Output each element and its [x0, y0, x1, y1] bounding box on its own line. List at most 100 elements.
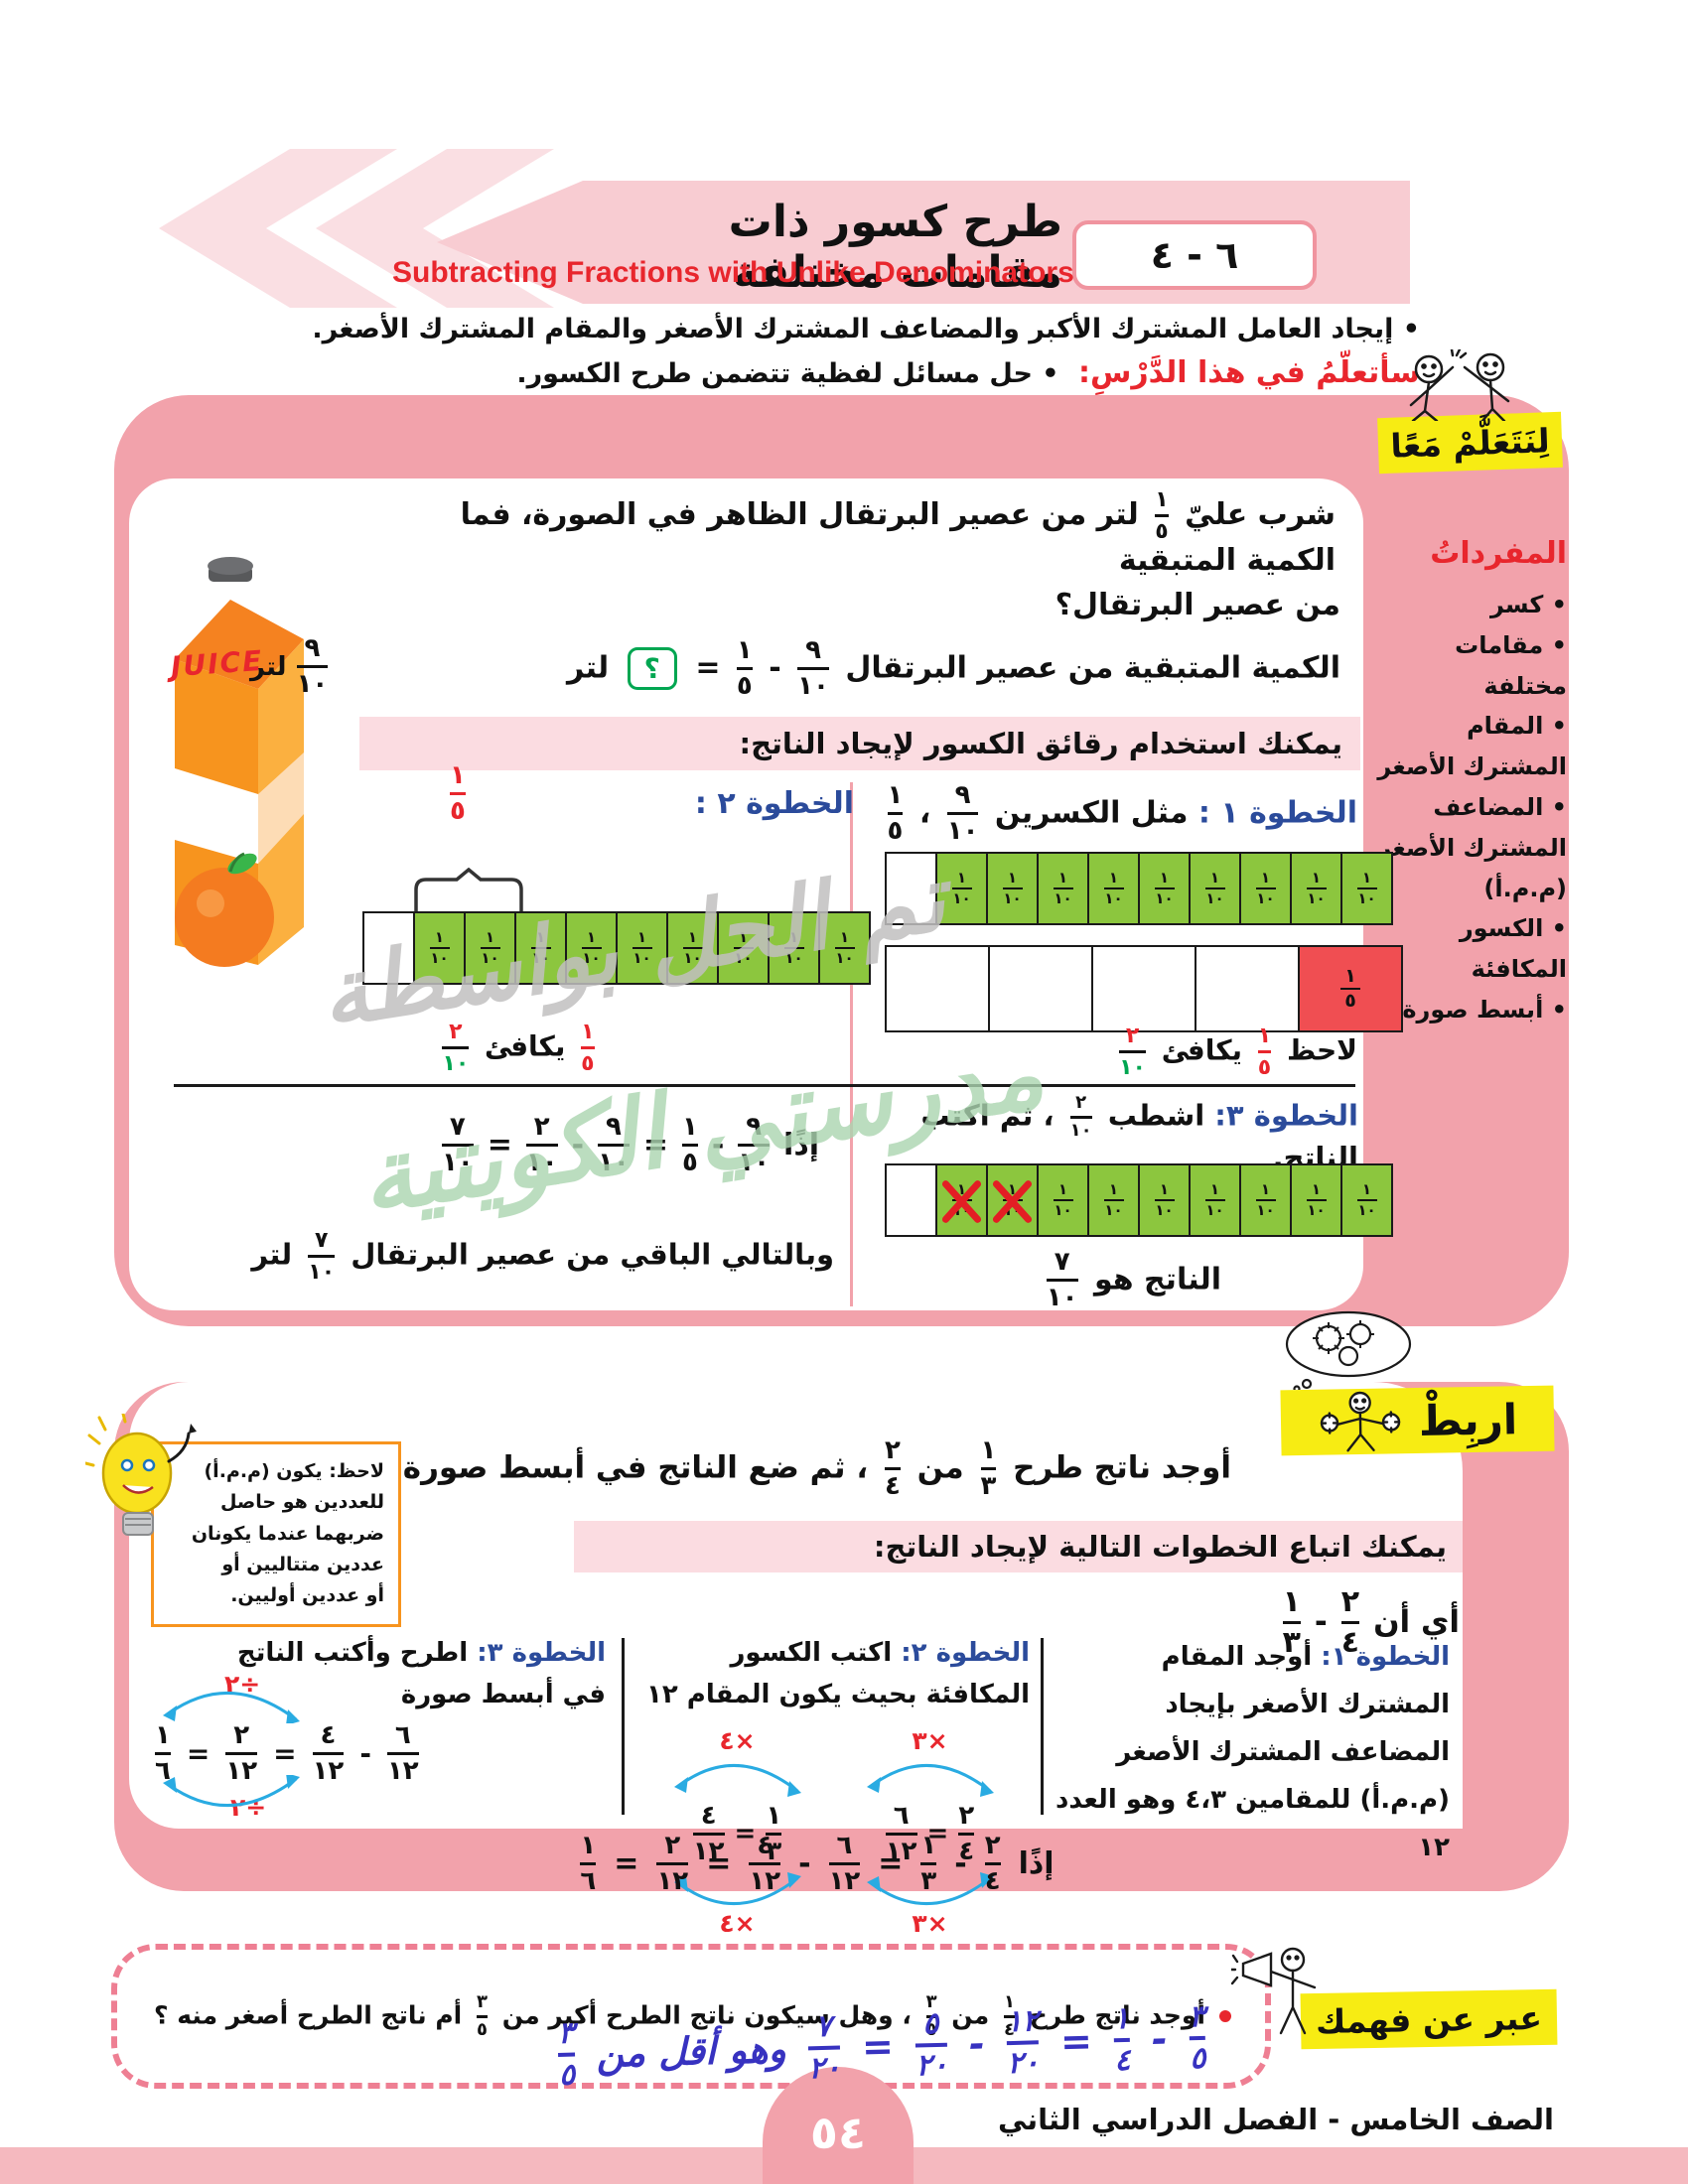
strip-cell-empty: [362, 911, 415, 985]
strip-cell-tenth: ١ ١٠: [666, 911, 719, 985]
highfive-stick-figures-icon: [1409, 349, 1510, 421]
strip-cell-empty: [885, 945, 990, 1032]
page-number: ٥٤: [809, 2106, 867, 2159]
strip-cell-tenth: ١ ١٠: [935, 852, 988, 925]
step2-heading: الخطوة ٢ :: [694, 786, 854, 821]
strip-cell-tenth: ١ ١٠: [565, 911, 618, 985]
vocab-item: • أبسط صورة: [1402, 995, 1567, 1024]
lightbulb-mascot-icon: [85, 1414, 197, 1536]
strip-cell-empty: [885, 1163, 937, 1237]
gear-juggler-stick-figure-icon: [1320, 1391, 1401, 1452]
strip-cell-tenth: ١ ١٠: [1037, 852, 1089, 925]
juice-carton-illustration: [175, 557, 304, 967]
divide-arrow-bottom: [163, 1775, 300, 1808]
connect-badge: اربِطْ: [1280, 1385, 1555, 1456]
step-column-divider: [622, 1638, 625, 1815]
connect-step3-column: الخطوة ٣: اطرح وأكتب الناتج في أبسط صورة: [236, 1638, 606, 1709]
objectives-label: سأتعلّمُ في هذا الدَّرْسِ:: [1077, 355, 1420, 390]
lesson-number: ٦ - ٤: [1150, 233, 1239, 277]
vocabulary-title: المفرداتُ: [1430, 536, 1567, 571]
vocab-item: • المقام المشترك الأصغر: [1377, 712, 1567, 781]
strip-cell-tenth: ١ ١٠: [1189, 852, 1241, 925]
strip-cell-empty: [885, 852, 937, 925]
strip-cell-tenth-crossed: ١ ١٠: [935, 1163, 988, 1237]
express-understanding-badge: عبر عن فهمك: [1300, 1988, 1558, 2050]
strip-cell-tenth: ١ ١٠: [1087, 852, 1140, 925]
juice-amount-label: ٩ ١٠ لتر: [250, 633, 329, 700]
page-number-tab: ٥٤: [763, 2067, 914, 2184]
strip-cell-tenth: ١ ١٠: [1138, 852, 1191, 925]
objective-line-2: سأتعلّمُ في هذا الدَّرْسِ: • حل مسائل لف…: [298, 355, 1420, 390]
vocab-item: • المضاعف المشترك الأصغر (م.م.أ): [1377, 792, 1567, 902]
bullet-dot-icon: [1219, 2010, 1231, 2022]
strip-cell-tenth: ١ ١٠: [616, 911, 668, 985]
strip-cell-tenth: ١ ١٠: [514, 911, 567, 985]
tenths-strip-step3: ١ ١٠ ١ ١٠ ١ ١٠ ١ ١٠ ١ ١٠ ١ ١٠ ١ ١٠ ١ ١٠ ١ ١٠: [885, 1163, 1393, 1237]
strip-cell-empty: [988, 945, 1093, 1032]
strip-cell-tenth: ١ ١٠: [818, 911, 871, 985]
strip-cell-tenth: ١ ١٠: [464, 911, 516, 985]
brace-over-two-tenths: [414, 868, 523, 911]
grade-footer-text: الصف الخامس - الفصل الدراسي الثاني: [997, 2103, 1554, 2136]
strip-cell-tenth: ١ ١٠: [1239, 852, 1292, 925]
fraction-chips-banner: يمكنك استخدام رقائق الكسور لإيجاد الناتج…: [359, 717, 1360, 770]
strip-cell-tenth-crossed: ١ ١٠: [986, 1163, 1039, 1237]
thought-bubble-gears-icon: [1285, 1310, 1412, 1390]
step3-heading: الخطوة ٣: اشطب ٢ ١٠ ، ثم اكتب الناتج.: [920, 1092, 1358, 1174]
lcm-note-box: لاحظ: يكون (م.م.أ) للعددين هو حاصل ضربهم…: [151, 1441, 401, 1627]
learn-together-badge: لِنَتَعَلَّمْ مَعًا: [1377, 411, 1563, 475]
lesson-title-english: Subtracting Fractions with Unlike Denomi…: [392, 256, 1074, 289]
strip-cell-tenth: ١ ١٠: [1239, 1163, 1292, 1237]
strip-cell-tenth: ١ ١٠: [1189, 1163, 1241, 1237]
tenths-strip-step1: ١ ١٠ ١ ١٠ ١ ١٠ ١ ١٠ ١ ١٠ ١ ١٠ ١ ١٠ ١ ١٠ ١ ١٠: [885, 852, 1393, 925]
divide-arrow-top: [163, 1691, 300, 1723]
objective-line-2-text: • حل مسائل لفظية تتضمن طرح الكسور.: [516, 358, 1059, 389]
answer-placeholder-box: ؟: [627, 647, 677, 691]
result-line: الناتج هو ٧ ١٠: [1046, 1247, 1221, 1313]
strip-cell-tenth: ١ ١٠: [717, 911, 770, 985]
conclusion-sentence: وبالتالي الباقي من عصير البرتقال ٧ ١٠ لتر: [251, 1228, 834, 1286]
strip-cell-empty: [1195, 945, 1300, 1032]
strip-cell-tenth: ١ ١٠: [1138, 1163, 1191, 1237]
connect-step2-column: الخطوة ٢: اكتب الكسور المكافئة بحيث يكون…: [637, 1633, 1030, 1942]
strip-cell-tenth: ١ ١٠: [1290, 1163, 1342, 1237]
strip-cell-tenth: ١ ١٠: [1340, 852, 1393, 925]
strip-cell-tenth: ١ ١٠: [1290, 852, 1342, 925]
strip-cell-tenth: ١ ١٠: [413, 911, 466, 985]
horizontal-divider: [174, 1084, 1355, 1087]
vocab-item: • كسر: [1489, 591, 1567, 618]
remaining-equation-line: الكمية المتبقية من عصير البرتقال ٩ ١٠ - ١…: [566, 635, 1340, 702]
strip-cell-tenth: ١ ١٠: [986, 852, 1039, 925]
connect-badge-label: اربِطْ: [1418, 1394, 1518, 1445]
strip-cell-tenth: ١ ١٠: [1037, 1163, 1089, 1237]
strip-cell-empty: [1091, 945, 1196, 1032]
vocabulary-sidebar: المفرداتُ • كسر • مقامات مختلفة • المقام…: [1372, 536, 1567, 1030]
megaphone-stick-figure-icon: [1231, 1947, 1317, 2035]
strip-cell-tenth: ١ ١٠: [768, 911, 820, 985]
connect-step1-column: الخطوة ١: أوجد المقام المشترك الأصغر بإي…: [1055, 1642, 1450, 1863]
tenths-strip-step2: ١ ١٠ ١ ١٠ ١ ١٠ ١ ١٠ ١ ١٠ ١ ١٠ ١ ١٠ ١ ١٠ ١ ١٠: [362, 911, 871, 985]
problem-statement-line2: من عصير البرتقال؟: [1055, 588, 1340, 622]
follow-steps-banner: يمكنك اتباع الخطوات التالية لإيجاد النات…: [574, 1521, 1463, 1572]
vocab-item: • مقامات مختلفة: [1455, 630, 1567, 700]
vocab-item: • الكسور المكافئة: [1459, 914, 1567, 984]
objective-line-1: • إيجاد العامل المشترك الأكبر والمضاعف ا…: [312, 314, 1420, 344]
strip-cell-tenth: ١ ١٠: [1340, 1163, 1393, 1237]
